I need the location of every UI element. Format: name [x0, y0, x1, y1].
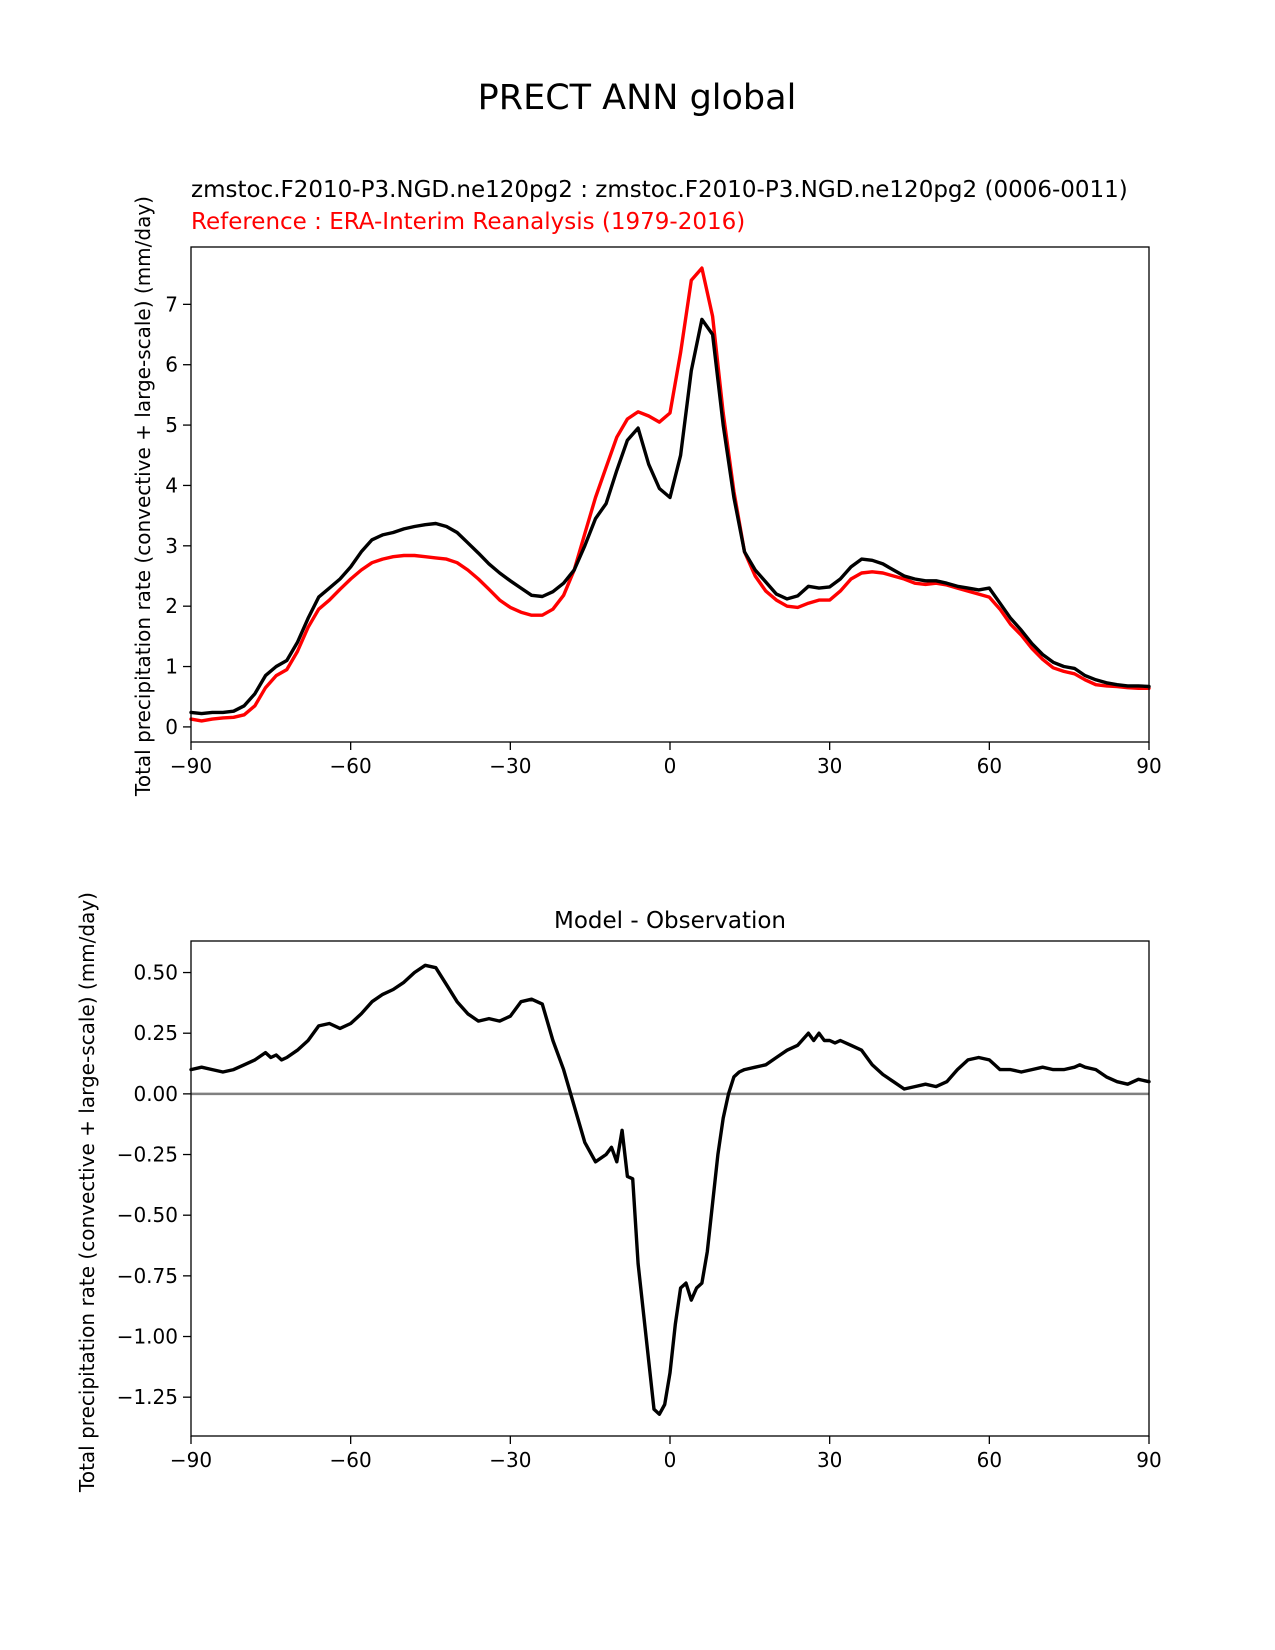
x-tick-label: 0: [664, 1448, 677, 1472]
x-tick-label: 90: [1136, 754, 1161, 778]
x-tick-label: 30: [817, 1448, 842, 1472]
y-tick-label: 0.50: [133, 961, 178, 985]
reference-subtitle: Reference : ERA-Interim Reanalysis (1979…: [191, 209, 745, 235]
x-tick-label: −30: [489, 1448, 531, 1472]
series-line-test: [189, 317, 1151, 716]
bottom-title: Model - Observation: [554, 908, 786, 934]
bottom-ylabel: Total precipitation rate (convective + l…: [75, 892, 99, 1493]
x-tick-label: 0: [664, 754, 677, 778]
bottom-ticks-group: −90 −60 −30 0 30 60 90 0.50 0.25 0.00 −0.25 −0.50 −0…: [117, 961, 1162, 1472]
y-tick-label: 0.00: [133, 1082, 178, 1106]
series-line-difference: [189, 963, 1151, 1416]
y-tick-label: −1.00: [117, 1325, 178, 1349]
bottom-axes-frame: [190, 940, 1150, 1437]
y-tick-label: 6: [165, 353, 178, 377]
x-tick-label: −90: [170, 754, 212, 778]
y-tick-label: −0.50: [117, 1203, 178, 1227]
x-tick-label: −90: [170, 1448, 212, 1472]
y-tick-label: 4: [165, 473, 178, 497]
y-tick-label: 3: [165, 534, 178, 558]
top-series-group: [189, 266, 1151, 723]
x-tick-label: 30: [817, 754, 842, 778]
top-panel: zmstoc.F2010-P3.NGD.ne120pg2 : zmstoc.F2…: [131, 177, 1162, 797]
x-tick-label: 90: [1136, 1448, 1161, 1472]
y-tick-label: −0.75: [117, 1264, 178, 1288]
x-tick-label: −60: [330, 754, 372, 778]
bottom-panel: Model - Observation Total precipitation …: [75, 892, 1162, 1493]
y-tick-label: 7: [165, 292, 178, 316]
y-tick-label: 0: [165, 715, 178, 739]
x-tick-label: −30: [489, 754, 531, 778]
x-tick-label: 60: [977, 754, 1002, 778]
y-tick-label: 5: [165, 413, 178, 437]
y-tick-label: 2: [165, 594, 178, 618]
test-subtitle: zmstoc.F2010-P3.NGD.ne120pg2 : zmstoc.F2…: [191, 177, 1128, 203]
x-tick-label: 60: [977, 1448, 1002, 1472]
top-ylabel: Total precipitation rate (convective + l…: [131, 196, 155, 797]
series-line-reference: [189, 266, 1151, 723]
y-tick-label: −1.25: [117, 1385, 178, 1409]
y-tick-label: 0.25: [133, 1021, 178, 1045]
top-ticks-group: −90 −60 −30 0 30 60 90 0 1 2 3 4 5 6 7: [165, 292, 1161, 778]
x-tick-label: −60: [330, 1448, 372, 1472]
page-title: PRECT ANN global: [478, 78, 797, 118]
bottom-series-group: [189, 963, 1151, 1416]
top-axes-frame: [190, 246, 1150, 743]
y-tick-label: −0.25: [117, 1143, 178, 1167]
y-tick-label: 1: [165, 655, 178, 679]
